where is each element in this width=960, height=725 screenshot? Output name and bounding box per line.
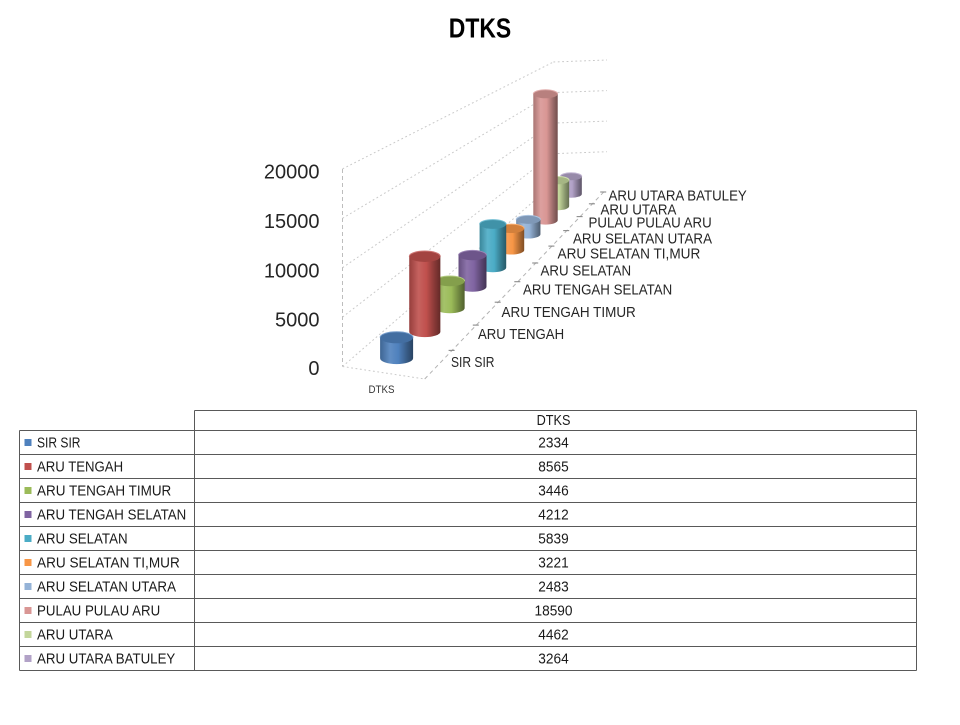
- svg-text:ARU SELATAN TI,MUR: ARU SELATAN TI,MUR: [558, 247, 701, 263]
- svg-text:ARU UTARA: ARU UTARA: [601, 203, 677, 219]
- svg-text:DTKS: DTKS: [449, 13, 511, 44]
- svg-text:ARU TENGAH TIMUR: ARU TENGAH TIMUR: [502, 305, 636, 321]
- svg-text:ARU UTARA BATULEY: ARU UTARA BATULEY: [37, 651, 176, 667]
- svg-text:ARU SELATAN UTARA: ARU SELATAN UTARA: [37, 579, 176, 595]
- svg-text:SIR SIR: SIR SIR: [37, 435, 81, 451]
- svg-text:20000: 20000: [264, 161, 320, 183]
- svg-text:ARU UTARA: ARU UTARA: [37, 627, 113, 643]
- svg-text:3446: 3446: [538, 483, 568, 499]
- svg-text:ARU TENGAH SELATAN: ARU TENGAH SELATAN: [37, 507, 186, 523]
- svg-text:ARU TENGAH: ARU TENGAH: [478, 327, 564, 343]
- svg-text:4462: 4462: [538, 627, 568, 643]
- svg-text:ARU TENGAH TIMUR: ARU TENGAH TIMUR: [37, 483, 171, 499]
- svg-text:5000: 5000: [275, 309, 320, 331]
- svg-text:ARU SELATAN: ARU SELATAN: [37, 531, 128, 547]
- svg-text:DTKS: DTKS: [537, 413, 571, 429]
- svg-text:ARU TENGAH SELATAN: ARU TENGAH SELATAN: [523, 283, 672, 299]
- svg-text:5839: 5839: [538, 531, 568, 547]
- svg-text:ARU SELATAN TI,MUR: ARU SELATAN TI,MUR: [37, 555, 180, 571]
- svg-text:3264: 3264: [538, 651, 568, 667]
- svg-text:18590: 18590: [535, 603, 573, 619]
- svg-text:2483: 2483: [538, 579, 568, 595]
- svg-text:ARU SELATAN UTARA: ARU SELATAN UTARA: [573, 232, 712, 248]
- svg-text:10000: 10000: [264, 260, 320, 282]
- svg-text:3221: 3221: [538, 555, 568, 571]
- svg-text:ARU SELATAN: ARU SELATAN: [541, 264, 632, 280]
- svg-text:ARU TENGAH: ARU TENGAH: [37, 459, 123, 475]
- svg-text:ARU UTARA BATULEY: ARU UTARA BATULEY: [609, 189, 748, 205]
- svg-text:8565: 8565: [538, 459, 568, 475]
- svg-text:PULAU PULAU ARU: PULAU PULAU ARU: [589, 216, 712, 232]
- svg-text:PULAU PULAU ARU: PULAU PULAU ARU: [37, 603, 160, 619]
- svg-text:2334: 2334: [538, 435, 568, 451]
- svg-text:4212: 4212: [538, 507, 568, 523]
- svg-text:SIR SIR: SIR SIR: [451, 355, 495, 371]
- svg-text:0: 0: [308, 358, 319, 380]
- svg-text:DTKS: DTKS: [369, 384, 395, 396]
- svg-text:15000: 15000: [264, 211, 320, 233]
